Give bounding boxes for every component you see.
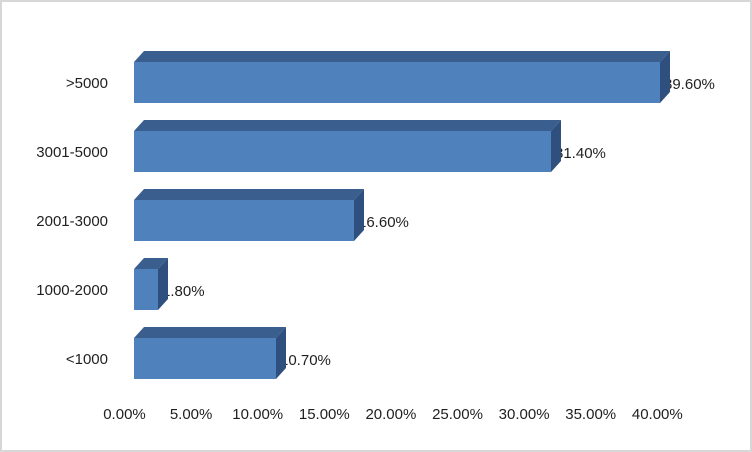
category-label: >5000 (65, 74, 108, 92)
bar-top-face (134, 120, 561, 131)
bar-top-face (134, 327, 286, 338)
bar-front-face (134, 62, 660, 103)
bar-side-face (660, 51, 670, 103)
bar-top-face (134, 189, 364, 200)
data-label: 39.60% (664, 75, 715, 93)
x-axis-tick-label: 20.00% (365, 406, 417, 423)
x-axis-tick-label: 10.00% (232, 406, 284, 423)
data-label: 16.60% (358, 213, 409, 231)
bar-side-face (551, 120, 561, 172)
bar-top-face (134, 51, 670, 62)
bar-front-face (134, 338, 276, 379)
data-label: 1.80% (162, 282, 205, 300)
x-axis-tick-label: 30.00% (498, 406, 550, 423)
category-label: 1000-2000 (36, 281, 108, 299)
category-label: <1000 (65, 350, 108, 368)
data-label: 31.40% (555, 144, 606, 162)
bar-side-face (276, 327, 286, 379)
category-label: 2001-3000 (36, 212, 108, 230)
data-label: 10.70% (280, 351, 331, 369)
x-axis-tick-label: 35.00% (565, 406, 617, 423)
bar-side-face (158, 258, 168, 310)
category-label: 3001-5000 (36, 143, 108, 161)
x-axis-tick-label: 40.00% (631, 406, 683, 423)
bar-front-face (134, 131, 551, 172)
x-axis-tick-label: 5.00% (169, 406, 213, 423)
bar-front-face (134, 200, 354, 241)
x-axis-tick-label: 25.00% (432, 406, 483, 423)
x-axis-tick-label: 0.00% (103, 406, 146, 423)
x-axis-tick-label: 15.00% (298, 406, 350, 423)
bar-top-face (134, 258, 168, 269)
bar-side-face (354, 189, 364, 241)
bar-front-face (134, 269, 158, 310)
